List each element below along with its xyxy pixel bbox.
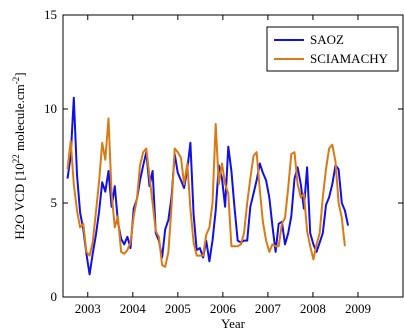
- x-tick-label: 2009: [345, 301, 371, 316]
- series-line-sciamachy: [66, 117, 346, 268]
- x-axis-label: Year: [221, 316, 246, 331]
- y-axis-label-sup2: -2: [11, 77, 21, 85]
- legend-label-sciamachy: SCIAMACHY: [310, 51, 389, 66]
- y-tick-label: 0: [51, 289, 58, 304]
- y-tick-label: 15: [44, 7, 57, 22]
- x-tick-label: 2006: [210, 301, 237, 316]
- plot-frame: [62, 14, 404, 298]
- x-tick-label: 2003: [75, 301, 101, 316]
- y-axis-label: H2O VCD [1022 molecule.cm-2]: [11, 72, 27, 239]
- x-tick-label: 2005: [165, 301, 191, 316]
- x-tick-label: 2004: [120, 301, 147, 316]
- x-tick-label: 2007: [255, 301, 282, 316]
- y-tick-label: 5: [51, 195, 58, 210]
- series-line-saoz: [66, 96, 350, 276]
- series-lines: [66, 96, 350, 276]
- x-ticks: 2003 2004 2005 2006 2007 2008 2009: [75, 15, 371, 316]
- legend-box: [266, 26, 399, 72]
- y-axis-label-mid: molecule.cm: [12, 84, 27, 154]
- y-axis-label-main: H2O VCD [10: [12, 163, 27, 239]
- legend-label-saoz: SAOZ: [310, 32, 344, 47]
- x-tick-label: 2008: [300, 301, 326, 316]
- y-axis-label-end: ]: [12, 72, 27, 76]
- y-tick-label: 10: [44, 101, 57, 116]
- y-axis-label-sup: 22: [11, 154, 21, 163]
- legend: SAOZ SCIAMACHY: [266, 26, 399, 72]
